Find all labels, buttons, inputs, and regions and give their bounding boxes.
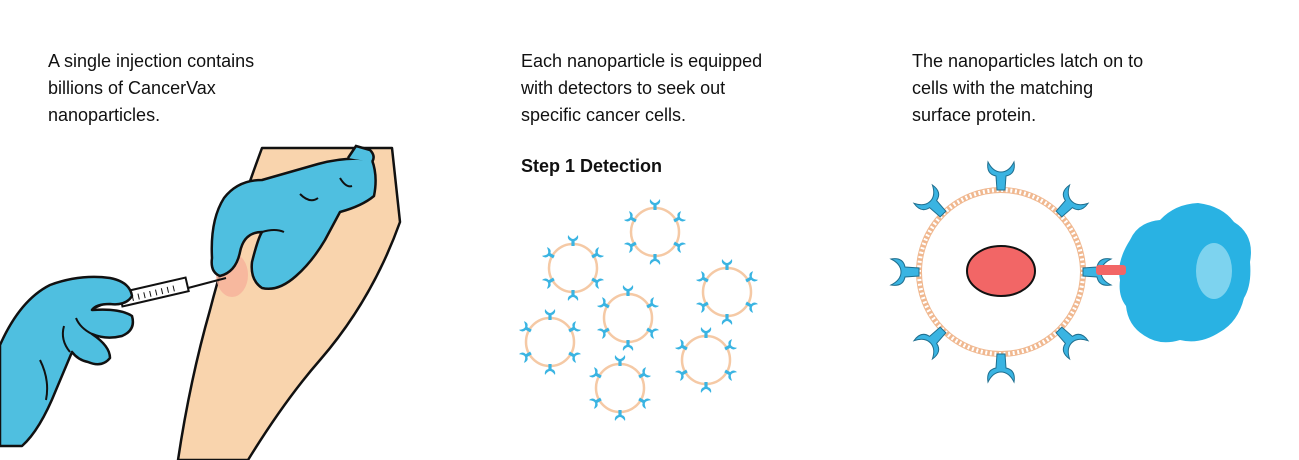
nanoparticle-icon	[695, 259, 759, 325]
receptor-icon	[987, 353, 1015, 383]
nanoparticle-icon	[588, 355, 652, 421]
nanoparticle-icon	[674, 327, 738, 393]
step-label: Step 1 Detection	[521, 156, 663, 176]
receptor-icon	[913, 184, 953, 224]
cell-nucleus	[1196, 243, 1232, 299]
caption-line: with detectors to seek out	[521, 78, 726, 98]
surface-protein	[1096, 265, 1126, 275]
caption-line: billions of CancerVax	[48, 78, 216, 98]
caption-line: cells with the matching	[912, 78, 1094, 98]
receptor-icon	[913, 320, 953, 360]
caption-line: nanoparticles.	[48, 105, 161, 125]
core-payload	[966, 245, 1036, 297]
receptor-icon	[1049, 320, 1089, 360]
glove-icon	[0, 275, 135, 448]
nanoparticle-icon	[596, 285, 660, 351]
receptor-icon	[987, 161, 1015, 191]
nanoparticle-cluster	[518, 199, 759, 421]
injection-illustration	[0, 144, 402, 460]
caption-injection: A single injection contains billions of …	[48, 48, 254, 129]
receptor-icon	[1049, 184, 1089, 224]
nanoparticle-icon	[541, 235, 605, 301]
latching-illustration	[890, 161, 1251, 383]
caption-line: Each nanoparticle is equipped	[521, 51, 763, 71]
caption-line: The nanoparticles latch on to	[912, 51, 1144, 71]
nanoparticle-icon	[916, 187, 1086, 357]
caption-line: A single injection contains	[48, 51, 255, 71]
nanoparticle-icon	[623, 199, 687, 265]
nanoparticle-icon	[518, 309, 582, 375]
receptor-icon	[890, 258, 920, 286]
glove-icon	[210, 144, 377, 290]
caption-line: surface protein.	[912, 105, 1037, 125]
caption-detection: Each nanoparticle is equipped with detec…	[521, 48, 762, 129]
cancer-cell-icon	[1096, 203, 1251, 343]
caption-line: specific cancer cells.	[521, 105, 687, 125]
caption-latching: The nanoparticles latch on to cells with…	[912, 48, 1143, 129]
